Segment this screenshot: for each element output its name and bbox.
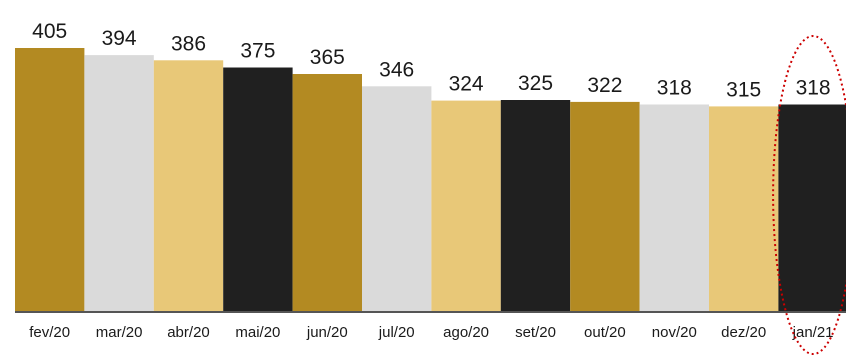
- category-label: jun/20: [306, 324, 348, 341]
- bar-set-20: [500, 100, 571, 311]
- value-label: 394: [102, 27, 137, 50]
- value-label: 324: [449, 73, 484, 96]
- value-label: 375: [240, 40, 275, 63]
- value-label: 318: [796, 77, 831, 100]
- category-label: dez/20: [721, 324, 766, 341]
- category-label: mar/20: [96, 324, 143, 341]
- category-label: jan/21: [792, 324, 834, 341]
- bar-nov-20: [639, 104, 709, 311]
- value-label: 405: [32, 20, 67, 43]
- value-label: 346: [379, 58, 414, 81]
- value-label: 365: [310, 46, 345, 69]
- bars-group: [15, 48, 846, 312]
- value-label: 318: [657, 77, 692, 100]
- bar-fev-20: [15, 48, 85, 311]
- category-label: ago/20: [443, 324, 489, 341]
- bar-jan-21: [778, 104, 846, 311]
- value-label: 386: [171, 32, 206, 55]
- bar-jul-20: [362, 86, 432, 311]
- category-label: out/20: [584, 324, 626, 341]
- category-label: mai/20: [235, 324, 280, 341]
- bar-jun-20: [292, 74, 362, 311]
- value-label: 315: [726, 78, 761, 101]
- value-label: 322: [587, 74, 622, 97]
- category-labels-group: fev/20 mar/20 abr/20 mai/20 jun/20 jul/20 ago/…: [29, 324, 833, 341]
- category-label: nov/20: [652, 324, 697, 341]
- bar-dez-20: [709, 106, 779, 312]
- highlight-ellipse: [772, 35, 846, 355]
- category-label: fev/20: [29, 324, 70, 341]
- bar-out-20: [570, 101, 640, 312]
- bar-mai-20: [223, 67, 293, 311]
- category-label: set/20: [515, 324, 556, 341]
- bar-ago-20: [431, 100, 501, 311]
- category-label: jul/20: [378, 324, 415, 341]
- category-label: abr/20: [167, 324, 210, 341]
- value-labels-group: 405 394 386 375 365 346 324 325 322 318 315 318: [32, 20, 830, 101]
- bar-mar-20: [84, 55, 154, 311]
- value-label: 325: [518, 72, 553, 95]
- bar-abr-20: [153, 60, 224, 311]
